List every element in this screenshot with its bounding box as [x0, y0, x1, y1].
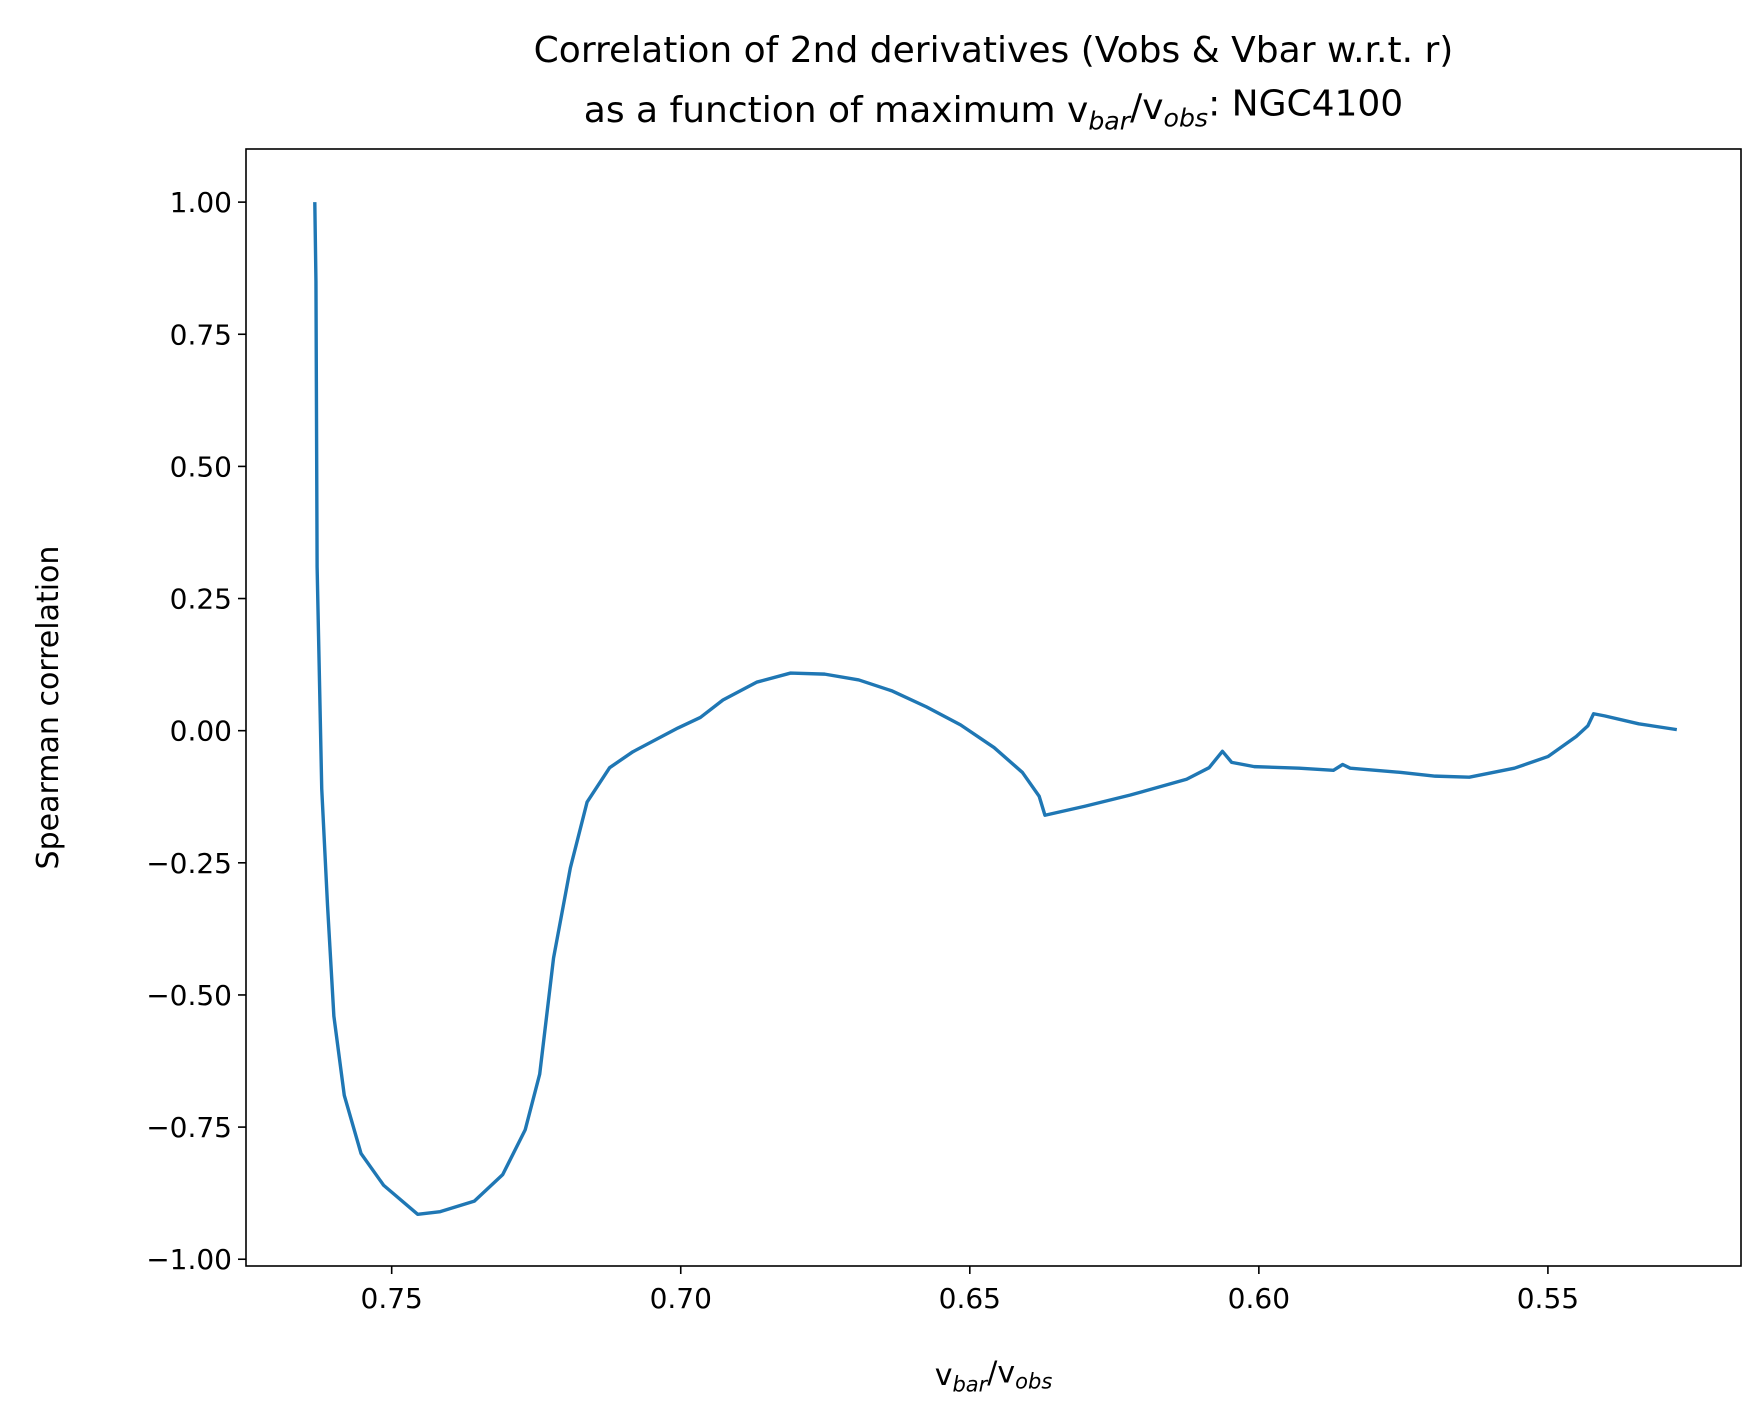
x-axis-label: vbar/vobs: [935, 1355, 1053, 1396]
subscript: obs: [1164, 103, 1209, 132]
y-axis-label: Spearman correlation: [31, 546, 66, 870]
x-tick-label: 0.65: [939, 1282, 1001, 1315]
y-tick-label: −0.25: [146, 847, 232, 880]
text-part: : NGC4100: [1208, 84, 1403, 125]
y-tick-label: 0.25: [170, 583, 232, 616]
y-tick-label: 0.75: [170, 318, 232, 351]
text-part: /v: [1130, 87, 1163, 128]
y-tick-label: −0.50: [146, 979, 232, 1012]
plot-frame: [245, 148, 1742, 1267]
text-part: as a function of maximum v: [584, 90, 1089, 131]
y-tick-label: 1.00: [170, 186, 232, 219]
y-tick-label: 0.00: [170, 715, 232, 748]
data-line: [313, 202, 1678, 1217]
subscript: bar: [952, 1372, 988, 1396]
text-part: /v: [987, 1355, 1015, 1390]
y-tick-label: 0.50: [170, 450, 232, 483]
subscript: obs: [1015, 1370, 1052, 1394]
x-tick-label: 0.75: [361, 1282, 423, 1315]
subscript: bar: [1088, 107, 1131, 136]
chart-title: Correlation of 2nd derivatives (Vobs & V…: [534, 30, 1454, 71]
x-tick-label: 0.55: [1517, 1282, 1579, 1315]
text-part: v: [935, 1358, 953, 1393]
chart-title: as a function of maximum vbar/vobs: NGC4…: [584, 84, 1403, 136]
y-tick-label: −1.00: [146, 1243, 232, 1276]
y-tick-label: −0.75: [146, 1111, 232, 1144]
x-tick-label: 0.70: [650, 1282, 712, 1315]
x-tick-label: 0.60: [1228, 1282, 1290, 1315]
